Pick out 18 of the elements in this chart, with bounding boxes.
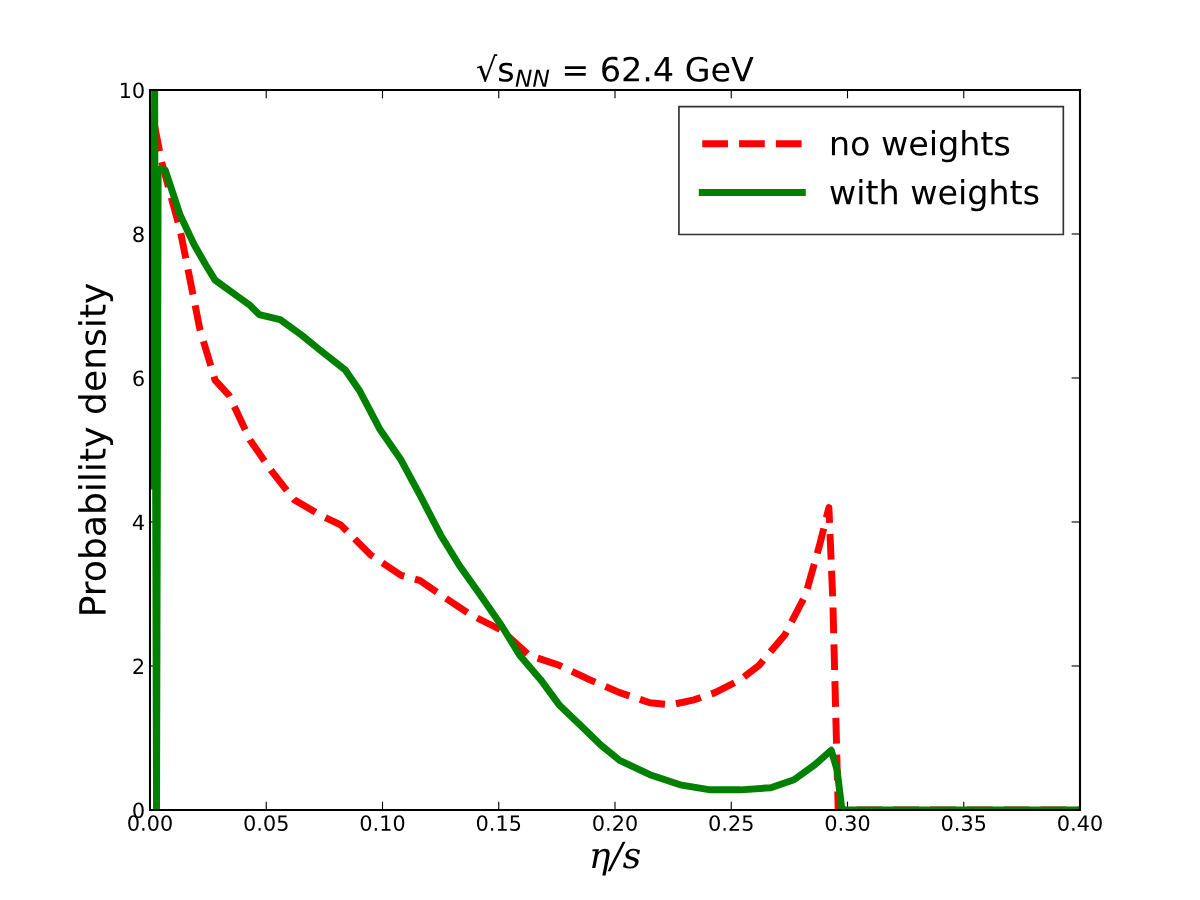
y-tick-label: 10 [120,82,144,99]
y-tick-label: 4 [132,514,144,530]
x-tick-label: 0.35 [941,815,986,831]
x-tick-label: 0.30 [825,815,870,831]
x-tick-label: 0.40 [1058,815,1102,831]
x-tick-label: 0.20 [593,815,637,831]
x-tick-label: 0.10 [360,815,405,831]
x-tick-label: 0.05 [244,815,288,831]
chart-title: √s$_{NN}$ = 62.4 GeV [476,54,754,87]
x-axis-title: η/s [592,841,640,876]
x-tick-label: 0.15 [476,815,521,831]
y-tick-label: 2 [133,658,144,674]
legend-label: with weights [830,178,1039,212]
x-tick-label: 0.25 [709,815,753,831]
y-axis-title: Probability density [78,283,114,614]
legend-label: no weights [831,130,1010,163]
y-tick-label: 6 [133,370,144,387]
y-tick-label: 8 [133,226,144,243]
